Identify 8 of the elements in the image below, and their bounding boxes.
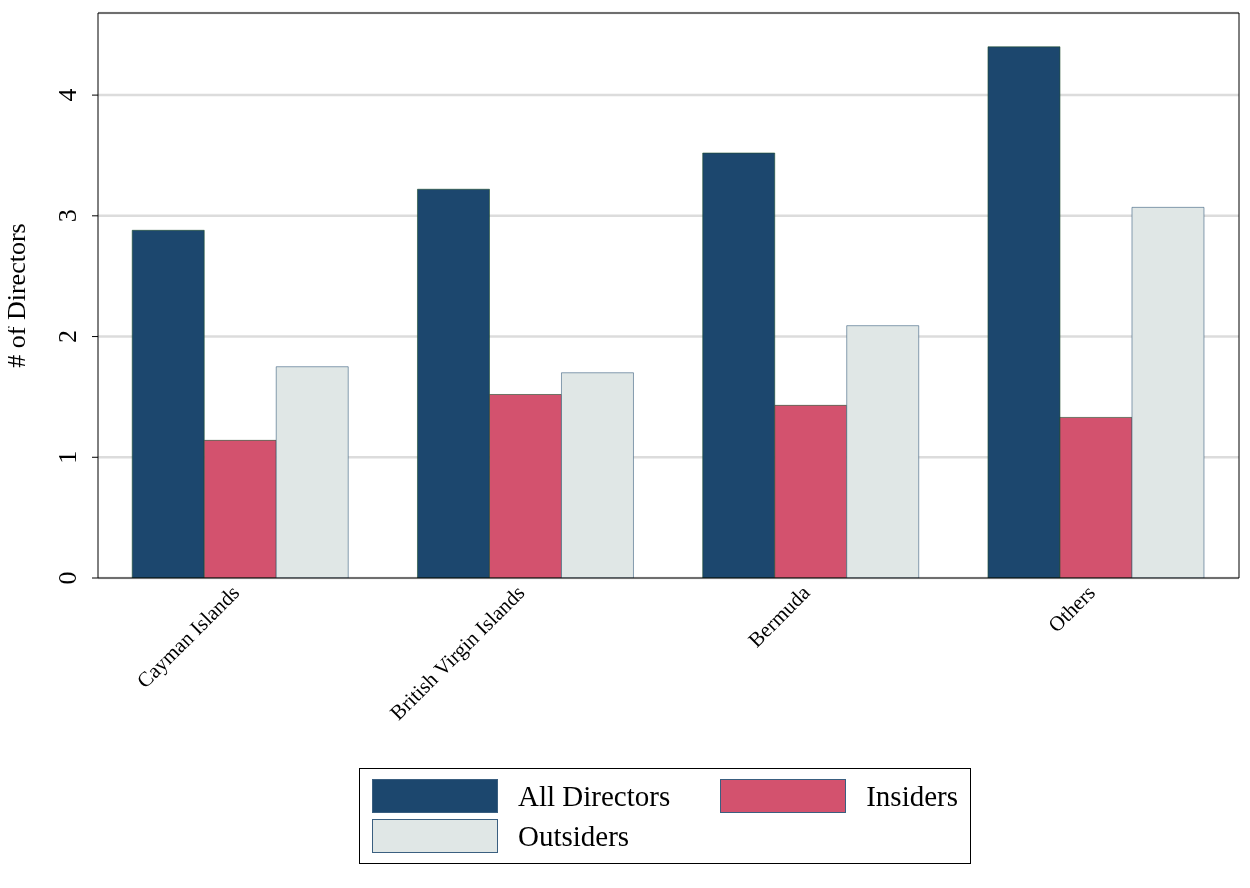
legend-label: Outsiders — [517, 819, 630, 853]
y-tick-label: 0 — [53, 571, 82, 585]
y-tick-label: 3 — [53, 209, 82, 223]
y-tick-label: 4 — [53, 88, 82, 102]
y-tick-label: 2 — [53, 330, 82, 344]
y-tick-label: 1 — [53, 450, 82, 464]
legend-label: Insiders — [866, 779, 959, 813]
legend-label: All Directors — [517, 779, 671, 813]
